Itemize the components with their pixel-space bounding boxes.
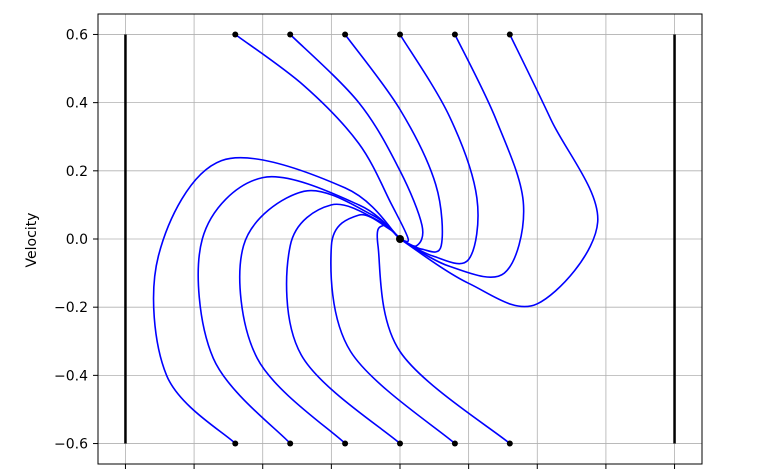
start-point-marker (506, 440, 513, 447)
start-point-marker (397, 440, 403, 447)
start-point-marker (451, 31, 458, 38)
start-point-marker (287, 440, 294, 447)
y-tick-label: 0.0 (66, 232, 88, 248)
start-point-marker (232, 31, 239, 38)
trajectory-line (289, 33, 424, 248)
trajectory-line (376, 224, 511, 445)
start-point-marker (451, 440, 458, 447)
start-point-marker (342, 31, 349, 38)
y-tick-label: 0.2 (66, 164, 88, 180)
trajectory-line (239, 189, 401, 445)
start-point-marker (287, 31, 294, 38)
trajectory-line (344, 34, 444, 253)
y-axis-label: Velocity (24, 213, 40, 268)
y-tick-label: 0.4 (66, 96, 88, 112)
trajectory-line (399, 34, 599, 308)
trajectory-line (234, 33, 410, 243)
trajectories (152, 33, 599, 445)
trajectory-line (399, 34, 479, 265)
equilibrium-marker (396, 235, 404, 243)
start-markers (232, 31, 513, 447)
trajectory-line (330, 213, 456, 445)
y-tick-label: −0.4 (54, 368, 88, 384)
walls (124, 34, 676, 444)
y-tick-label: −0.6 (54, 437, 88, 453)
start-point-marker (397, 31, 403, 38)
start-point-marker (506, 31, 513, 38)
trajectory-line (197, 175, 401, 445)
trajectory-line (152, 156, 401, 445)
y-tick-label: 0.6 (66, 27, 88, 43)
x-axis-ticks (124, 464, 676, 469)
trajectory-line (285, 203, 401, 445)
y-tick-label: −0.2 (54, 300, 88, 316)
y-axis-ticks: 0.6 0.4 0.2 0.0 −0.2 −0.4 −0.6 (54, 27, 98, 453)
start-point-marker (342, 440, 349, 447)
start-point-marker (232, 440, 239, 447)
trajectory-line (399, 34, 525, 278)
